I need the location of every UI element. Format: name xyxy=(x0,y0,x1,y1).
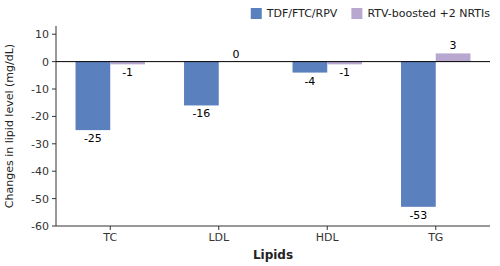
y-tick xyxy=(52,198,56,199)
y-tick xyxy=(52,34,56,35)
x-tick xyxy=(327,226,328,230)
data-label: -16 xyxy=(192,107,210,120)
data-label: -1 xyxy=(339,66,350,79)
data-label: -25 xyxy=(84,132,102,145)
bar xyxy=(436,53,471,61)
bar xyxy=(401,62,436,207)
x-tick-label: LDL xyxy=(208,231,230,244)
bars xyxy=(76,53,471,206)
bar xyxy=(76,62,111,130)
y-tick-label: 0 xyxy=(42,56,49,69)
x-tick xyxy=(435,226,436,230)
x-tick xyxy=(218,226,219,230)
data-label: -53 xyxy=(409,209,427,222)
x-tick xyxy=(110,226,111,230)
y-tick-label: -50 xyxy=(31,193,49,206)
chart: -60-50-40-30-20-10010TCLDLHDLTG-25-16-4-… xyxy=(0,0,500,266)
y-tick-label: -20 xyxy=(31,110,49,123)
legend-item: TDF/FTC/RPV xyxy=(251,7,338,20)
legend-label: RTV-boosted +2 NRTIs xyxy=(367,7,490,20)
y-tick xyxy=(52,116,56,117)
y-tick-label: -10 xyxy=(31,83,49,96)
x-tick-label: TC xyxy=(102,231,117,244)
zero-line xyxy=(56,61,490,62)
y-tick xyxy=(52,89,56,90)
y-tick xyxy=(52,171,56,172)
legend-swatch xyxy=(251,8,262,19)
data-label: 3 xyxy=(450,39,457,52)
bar xyxy=(184,62,219,106)
x-tick-label: TG xyxy=(427,231,443,244)
legend: TDF/FTC/RPV RTV-boosted +2 NRTIs xyxy=(251,7,491,20)
y-axis-label: Changes in lipid level (mg/dL) xyxy=(3,44,16,208)
legend-item: RTV-boosted +2 NRTIs xyxy=(351,7,490,20)
y-tick xyxy=(52,143,56,144)
data-label: -1 xyxy=(122,66,133,79)
x-axis-label: Lipids xyxy=(253,248,293,262)
data-label: 0 xyxy=(233,48,240,61)
y-tick-label: -30 xyxy=(31,138,49,151)
y-tick xyxy=(52,61,56,62)
legend-label: TDF/FTC/RPV xyxy=(266,7,338,20)
y-tick-label: -60 xyxy=(31,220,49,233)
data-label: -4 xyxy=(304,75,315,88)
x-tick-label: HDL xyxy=(316,231,340,244)
x-axis-line xyxy=(56,226,490,227)
y-tick-label: 10 xyxy=(35,28,49,41)
legend-swatch xyxy=(351,8,362,19)
bar xyxy=(293,62,328,73)
y-tick-label: -40 xyxy=(31,165,49,178)
y-tick xyxy=(52,226,56,227)
y-axis-line xyxy=(56,26,57,226)
